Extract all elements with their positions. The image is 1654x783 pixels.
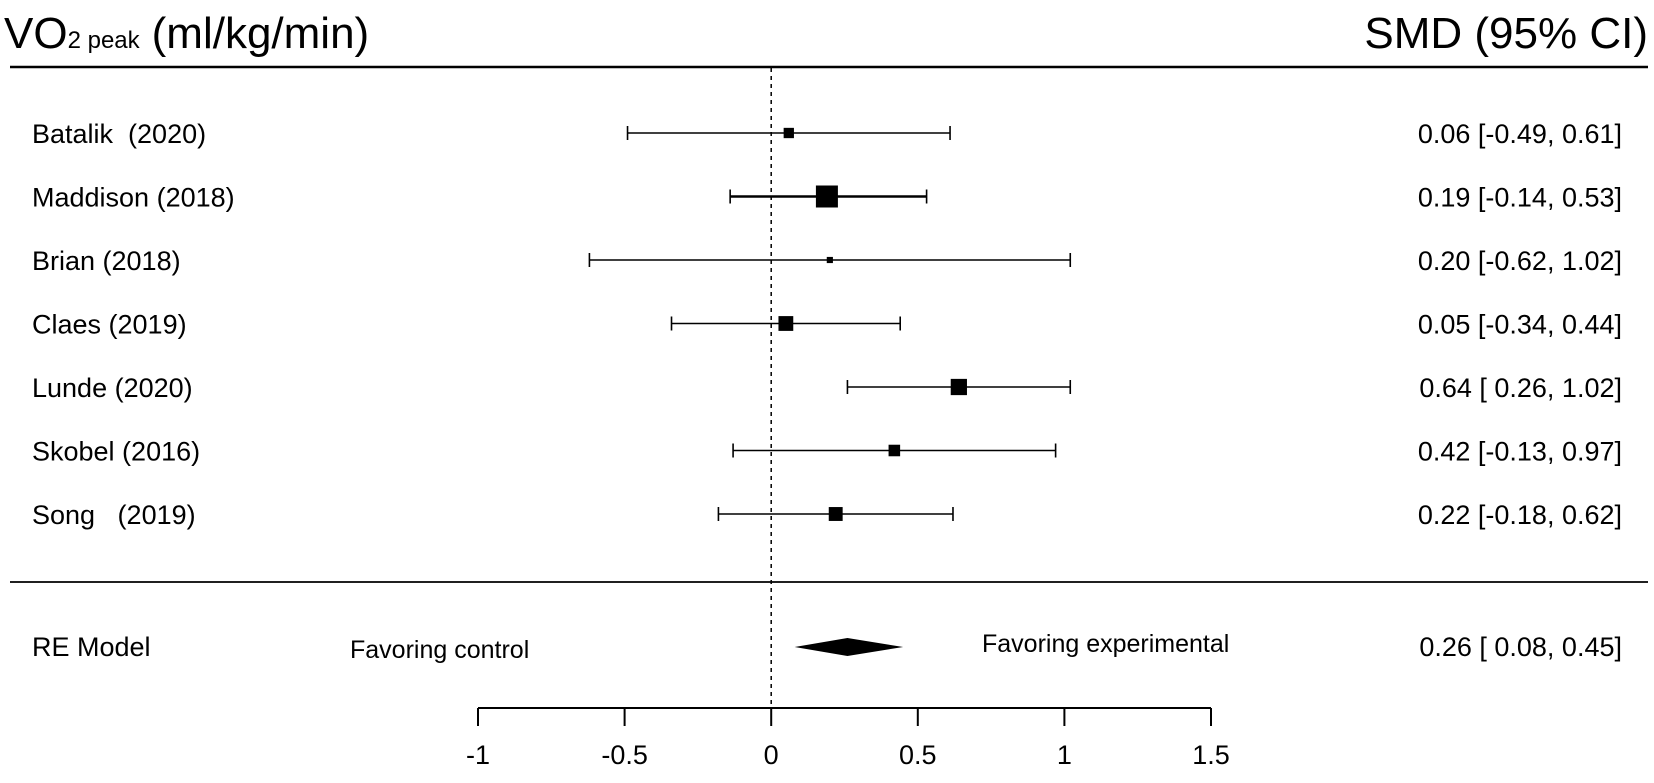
estimate-header: SMD (95% CI): [1364, 9, 1648, 58]
study-label: Song (2019): [32, 500, 196, 530]
study-row: Maddison (2018) 0.19 [-0.14, 0.53]: [32, 183, 1622, 213]
study-label: Claes (2019): [32, 310, 187, 340]
point-estimate-square: [778, 316, 794, 331]
study-label: Lunde (2020): [32, 373, 193, 403]
title-main: VO: [4, 9, 68, 58]
effect-size-text: 0.06 [-0.49, 0.61]: [1418, 119, 1622, 149]
effect-size-text: 0.05 [-0.34, 0.44]: [1418, 310, 1622, 340]
point-estimate-square: [888, 444, 901, 457]
summary-effect-text: 0.26 [ 0.08, 0.45]: [1419, 632, 1622, 662]
title-subscript: 2 peak: [68, 27, 141, 54]
study-label: Maddison (2018): [32, 183, 235, 213]
x-tick-label: 0: [764, 740, 779, 770]
study-rows: Batalik (2020) 0.06 [-0.49, 0.61] Maddison…: [32, 119, 1622, 530]
study-row: Skobel (2016) 0.42 [-0.13, 0.97]: [32, 437, 1622, 467]
effect-size-text: 0.42 [-0.13, 0.97]: [1418, 437, 1622, 467]
study-row: Batalik (2020) 0.06 [-0.49, 0.61]: [32, 119, 1622, 149]
effect-size-text: 0.20 [-0.62, 1.02]: [1418, 246, 1622, 276]
study-label: Skobel (2016): [32, 437, 200, 467]
x-axis: -1 -0.5 0 0.5 1 1.5: [466, 707, 1230, 770]
effect-size-text: 0.19 [-0.14, 0.53]: [1418, 183, 1622, 213]
title-unit: (ml/kg/min): [152, 9, 370, 58]
study-label: Brian (2018): [32, 246, 181, 276]
x-tick-label: 1.5: [1192, 740, 1230, 770]
point-estimate-square: [826, 256, 833, 264]
summary-diamond: [794, 638, 904, 656]
study-row: Song (2019) 0.22 [-0.18, 0.62]: [32, 500, 1622, 530]
study-row: Brian (2018) 0.20 [-0.62, 1.02]: [32, 246, 1622, 276]
summary-label: RE Model: [32, 632, 151, 662]
x-tick-label: -1: [466, 740, 490, 770]
effect-size-text: 0.22 [-0.18, 0.62]: [1418, 500, 1622, 530]
point-estimate-square: [815, 185, 838, 208]
favoring-left-label: Favoring control: [350, 636, 529, 664]
point-estimate-square: [828, 507, 843, 521]
study-label: Batalik (2020): [32, 119, 206, 149]
x-tick-label: -0.5: [601, 740, 648, 770]
x-tick-label: 1: [1057, 740, 1072, 770]
effect-size-text: 0.64 [ 0.26, 1.02]: [1419, 373, 1622, 403]
favoring-right-label: Favoring experimental: [982, 630, 1229, 658]
point-estimate-square: [783, 127, 794, 139]
chart-title: VO2 peak (ml/kg/min): [4, 9, 369, 58]
summary-row: RE Model 0.26 [ 0.08, 0.45]: [32, 632, 1622, 662]
point-estimate-square: [950, 378, 967, 396]
study-row: Claes (2019) 0.05 [-0.34, 0.44]: [32, 310, 1622, 340]
x-tick-label: 0.5: [899, 740, 937, 770]
study-row: Lunde (2020) 0.64 [ 0.26, 1.02]: [32, 373, 1622, 403]
